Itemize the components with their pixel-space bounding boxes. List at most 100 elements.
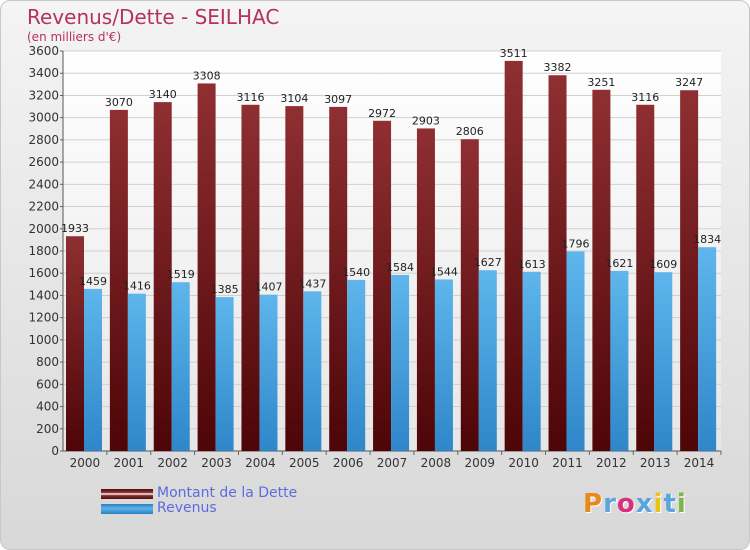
data-label-revenus: 1796 — [562, 237, 590, 250]
bar-dette — [285, 106, 304, 451]
data-label-revenus: 1544 — [430, 265, 458, 278]
bar-revenus — [698, 247, 717, 451]
logo-letter: t — [663, 489, 677, 519]
bar-dette — [197, 83, 216, 451]
bar-revenus — [566, 251, 585, 451]
data-label-dette: 3511 — [500, 47, 528, 60]
data-label-dette: 2806 — [456, 125, 484, 138]
logo-letter: r — [603, 489, 617, 519]
x-tick-label: 2011 — [552, 456, 583, 470]
bar-dette — [416, 128, 435, 451]
data-label-revenus: 1540 — [342, 266, 370, 279]
y-tick-label: 3600 — [28, 44, 59, 58]
y-tick-label: 2000 — [28, 222, 59, 236]
data-label-dette: 3247 — [675, 76, 703, 89]
y-tick-label: 1400 — [28, 288, 59, 302]
logo-letter: i — [676, 489, 687, 519]
legend-label-dette: Montant de la Dette — [157, 485, 298, 501]
data-label-dette: 3308 — [193, 69, 221, 82]
data-label-revenus: 1385 — [211, 283, 239, 296]
x-tick-label: 2008 — [421, 456, 452, 470]
bar-revenus — [84, 288, 102, 451]
y-tick-label: 2800 — [28, 133, 59, 147]
x-tick-label: 2006 — [333, 456, 364, 470]
bar-dette — [504, 60, 523, 452]
legend-swatch-dette — [101, 489, 153, 499]
bar-dette — [66, 236, 84, 451]
x-tick-label: 2009 — [464, 456, 495, 470]
data-label-revenus: 1437 — [298, 277, 326, 290]
data-label-dette: 3116 — [236, 91, 264, 104]
y-tick-label: 800 — [36, 355, 59, 369]
bar-dette — [109, 109, 128, 451]
y-tick-label: 3200 — [28, 88, 59, 102]
y-tick-label: 200 — [36, 422, 59, 436]
bar-dette — [636, 104, 655, 452]
bar-revenus — [654, 272, 673, 451]
logo-letter: x — [635, 489, 654, 519]
data-label-revenus: 1459 — [79, 275, 107, 288]
data-label-dette: 3140 — [149, 88, 177, 101]
bar-revenus — [347, 279, 366, 451]
data-label-revenus: 1407 — [254, 281, 282, 294]
proxiti-logo: Proxiti — [583, 489, 687, 519]
bar-dette — [548, 75, 567, 451]
data-label-dette: 3097 — [324, 93, 352, 106]
y-tick-label: 2400 — [28, 177, 59, 191]
data-label-dette: 3104 — [280, 92, 308, 105]
bar-revenus — [610, 270, 629, 451]
logo-letter: P — [583, 489, 604, 519]
y-tick-label: 0 — [51, 444, 59, 458]
x-tick-label: 2000 — [70, 456, 101, 470]
data-label-dette: 1933 — [61, 222, 89, 235]
data-label-revenus: 1613 — [518, 258, 546, 271]
bar-dette — [153, 102, 172, 451]
data-label-dette: 3251 — [587, 76, 615, 89]
x-tick-label: 2014 — [684, 456, 715, 470]
logo-letter: o — [616, 489, 636, 519]
bar-dette — [241, 104, 260, 452]
chart-subtitle: (en milliers d'€) — [27, 30, 122, 44]
y-tick-label: 2600 — [28, 155, 59, 169]
y-tick-label: 3400 — [28, 66, 59, 80]
legend-swatch-revenus — [101, 504, 153, 514]
data-label-dette: 3382 — [544, 61, 572, 74]
x-tick-label: 2004 — [245, 456, 276, 470]
y-tick-label: 400 — [36, 400, 59, 414]
bar-revenus — [522, 271, 541, 451]
bar-dette — [373, 120, 392, 452]
data-label-revenus: 1627 — [474, 256, 502, 269]
data-label-dette: 2972 — [368, 107, 396, 120]
x-tick-label: 2013 — [640, 456, 671, 470]
data-label-revenus: 1416 — [123, 280, 151, 293]
logo-letter: i — [653, 489, 664, 519]
bar-dette — [592, 89, 611, 452]
bar-dette — [329, 106, 348, 451]
data-label-dette: 3116 — [631, 91, 659, 104]
bar-dette — [680, 90, 699, 451]
bar-revenus — [259, 294, 278, 451]
bar-revenus — [171, 282, 190, 451]
y-tick-label: 1000 — [28, 333, 59, 347]
x-tick-label: 2007 — [377, 456, 408, 470]
data-label-revenus: 1584 — [386, 261, 414, 274]
chart-title: Revenus/Dette - SEILHAC — [27, 5, 280, 29]
x-tick-label: 2001 — [114, 456, 145, 470]
data-label-dette: 2903 — [412, 114, 440, 127]
data-label-dette: 3070 — [105, 96, 133, 109]
data-label-revenus: 1609 — [649, 258, 677, 271]
y-tick-label: 3000 — [28, 111, 59, 125]
y-tick-label: 2200 — [28, 200, 59, 214]
y-tick-label: 600 — [36, 377, 59, 391]
x-tick-label: 2003 — [201, 456, 232, 470]
y-tick-label: 1600 — [28, 266, 59, 280]
data-label-revenus: 1519 — [167, 268, 195, 281]
bar-revenus — [303, 291, 322, 451]
bar-revenus — [391, 275, 410, 451]
x-tick-label: 2002 — [157, 456, 188, 470]
y-tick-label: 1800 — [28, 244, 59, 258]
bar-revenus — [434, 279, 453, 451]
bar-dette — [460, 139, 479, 451]
